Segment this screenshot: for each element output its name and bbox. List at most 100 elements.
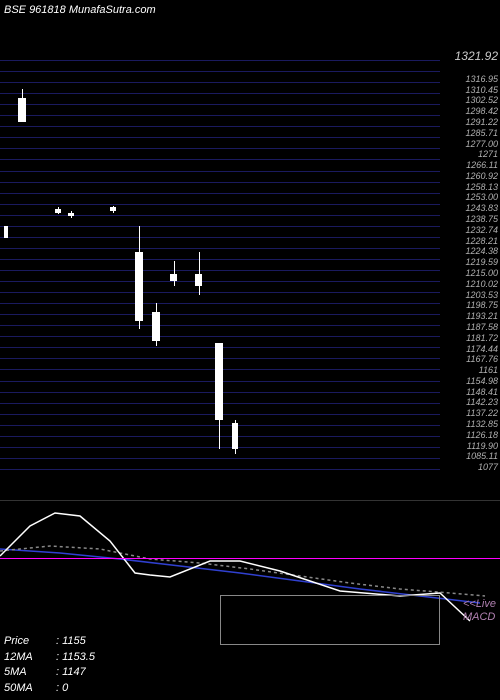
candle-wick <box>156 303 157 346</box>
y-axis-label: 1291.22 <box>465 118 498 127</box>
candle-wick <box>71 211 72 218</box>
gridline <box>0 469 440 470</box>
y-axis-labels: 1321.92 1316.95 1310.451302.52 1298.42 1291.… <box>440 50 498 480</box>
y-axis-label: 1298.42 <box>465 107 498 116</box>
macd-dotted-line <box>0 546 485 596</box>
gridline <box>0 115 440 116</box>
gridline <box>0 71 440 72</box>
y-axis-label: 1210.02 <box>465 280 498 289</box>
y-axis-label: 1203.53 <box>465 291 498 300</box>
y-axis-label: 1316.95 <box>465 75 498 84</box>
y-axis-label: 1302.52 <box>465 96 498 105</box>
y-axis-label: 1148.41 <box>466 388 498 397</box>
y-axis-label: 1253.00 <box>465 193 498 202</box>
gridline <box>0 104 440 105</box>
gridline <box>0 237 440 238</box>
gridline <box>0 425 440 426</box>
candle-wick <box>58 207 59 214</box>
info-value: : 1153.5 <box>56 651 95 663</box>
gridline <box>0 215 440 216</box>
gridline <box>0 303 440 304</box>
info-row: 50MA: 0 <box>4 681 95 696</box>
y-axis-label: 1310.45 <box>465 86 498 95</box>
info-row: Price: 1155 <box>4 634 95 649</box>
gridline <box>0 126 440 127</box>
gridline <box>0 226 440 227</box>
gridline <box>0 259 440 260</box>
y-axis-label: 1243.83 <box>465 204 498 213</box>
y-axis-label: 1137.22 <box>466 409 498 418</box>
info-row: 5MA: 1147 <box>4 665 95 680</box>
candle-wick <box>199 252 200 295</box>
y-axis-label: 1219.59 <box>465 258 498 267</box>
y-axis-label: 1215.00 <box>465 269 498 278</box>
y-axis-label: 1085.11 <box>466 452 498 461</box>
price-chart <box>0 60 440 480</box>
y-axis-label: 1161 <box>479 366 498 375</box>
gridline <box>0 270 440 271</box>
candle-wick <box>139 226 140 329</box>
y-axis-label: 1187.58 <box>466 323 498 332</box>
y-axis-label: 1258.13 <box>465 183 498 192</box>
gridline <box>0 182 440 183</box>
info-value: : 1155 <box>56 635 86 647</box>
y-axis-label: 1232.74 <box>465 226 498 235</box>
gridline <box>0 93 440 94</box>
y-axis-label: 1228.21 <box>465 237 498 246</box>
y-axis-label: 1193.21 <box>466 312 498 321</box>
y-axis-label: 1285.71 <box>465 129 498 138</box>
gridline <box>0 60 440 61</box>
gridline <box>0 204 440 205</box>
candle-wick <box>174 261 175 287</box>
gridline <box>0 171 440 172</box>
y-axis-top-label: 1321.92 <box>455 50 498 62</box>
gridline <box>0 137 440 138</box>
y-axis-label: 1266.11 <box>466 161 498 170</box>
info-label: 50MA <box>4 681 56 696</box>
y-axis-label: 1224.38 <box>465 247 498 256</box>
info-label: Price <box>4 634 56 649</box>
gridline <box>0 336 440 337</box>
y-axis-label: 1198.75 <box>466 301 498 310</box>
source-label: MunafaSutra.com <box>69 4 156 16</box>
info-label: 5MA <box>4 665 56 680</box>
candle-wick <box>235 420 236 454</box>
y-axis-label: 1126.18 <box>466 431 498 440</box>
chart-header: BSE 961818 MunafaSutra.com <box>4 4 156 16</box>
live-macd-label: <<Live MACD <box>463 598 496 624</box>
gridline <box>0 193 440 194</box>
candle-wick <box>6 226 7 238</box>
info-value: : 0 <box>56 682 68 694</box>
macd-zero-line <box>0 558 500 559</box>
info-value: : 1147 <box>56 666 86 678</box>
gridline <box>0 248 440 249</box>
y-axis-label: 1174.44 <box>466 345 498 354</box>
y-axis-label: 1260.92 <box>465 172 498 181</box>
gridline <box>0 447 440 448</box>
gridline <box>0 292 440 293</box>
candle-wick <box>113 206 114 213</box>
gridline <box>0 314 440 315</box>
ticker-label: BSE 961818 <box>4 4 66 16</box>
y-axis-label: 1077 <box>478 463 498 472</box>
y-axis-label: 1132.85 <box>466 420 498 429</box>
gridline <box>0 325 440 326</box>
y-axis-label: 1154.98 <box>466 377 498 386</box>
candle-wick <box>22 89 23 122</box>
y-axis-label: 1181.72 <box>466 334 498 343</box>
live-indicator-box <box>220 595 440 645</box>
y-axis-label: 1119.90 <box>467 442 498 451</box>
y-axis-label: 1238.75 <box>465 215 498 224</box>
info-label: 12MA <box>4 650 56 665</box>
gridline <box>0 436 440 437</box>
y-axis-label: 1271 <box>478 150 498 159</box>
gridline <box>0 281 440 282</box>
info-row: 12MA: 1153.5 <box>4 650 95 665</box>
y-axis-label: 1167.76 <box>466 355 498 364</box>
gridline <box>0 458 440 459</box>
gridline <box>0 148 440 149</box>
gridline <box>0 82 440 83</box>
gridline <box>0 159 440 160</box>
info-panel: Price: 115512MA: 1153.55MA: 114750MA: 0 <box>4 634 95 696</box>
candle-wick <box>219 343 220 449</box>
